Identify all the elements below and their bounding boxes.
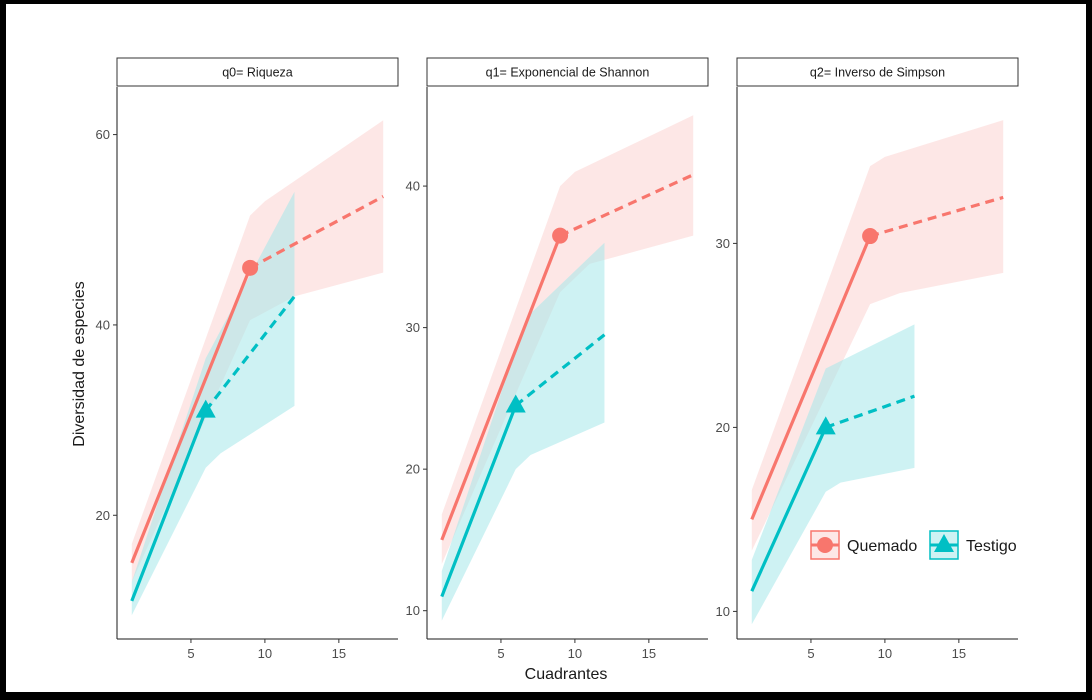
- extrapolated-line-testigo: [204, 295, 296, 412]
- interpolated-line-testigo: [750, 426, 828, 592]
- ci-band-testigo: [441, 242, 605, 621]
- observed-point-testigo: [815, 416, 836, 435]
- ci-band-testigo: [751, 324, 915, 625]
- facet-panel-3: q2= Inverso de Simpson 10 20 30 5 10 15: [716, 57, 1019, 661]
- y-tick-label: 10: [716, 604, 730, 619]
- y-tick-label: 10: [406, 603, 420, 618]
- interpolated-line-testigo: [440, 404, 518, 598]
- y-tick-label: 40: [96, 317, 110, 332]
- legend: Quemado Testigo: [810, 530, 1017, 560]
- y-tick-label: 60: [96, 127, 110, 142]
- x-axis-title: Cuadrantes: [525, 666, 608, 683]
- y-axis-title: Diversidad de especies: [71, 281, 88, 446]
- facet-panel-2: q1= Exponencial de Shannon 10 20 30 40 5 10 15: [406, 57, 709, 661]
- legend-label-testigo: Testigo: [966, 538, 1017, 555]
- ci-band-quemado: [441, 115, 694, 564]
- extrapolated-line-quemado: [249, 195, 384, 270]
- legend-marker-triangle: [934, 534, 954, 552]
- x-tick-label: 5: [807, 646, 814, 661]
- facet-title: q1= Exponencial de Shannon: [486, 66, 650, 80]
- interpolated-line-quemado: [130, 267, 252, 564]
- x-tick-label: 10: [878, 646, 892, 661]
- observed-point-quemado: [242, 259, 259, 276]
- x-tick-label: 15: [332, 646, 346, 661]
- facet-strip: [736, 57, 1019, 87]
- facet-strip: [116, 57, 399, 87]
- y-tick-label: 30: [406, 320, 420, 335]
- y-tick-label: 30: [716, 236, 730, 251]
- extrapolated-line-testigo: [825, 394, 916, 429]
- facet-title: q0= Riqueza: [222, 66, 293, 80]
- x-tick-label: 5: [497, 646, 504, 661]
- legend-label-quemado: Quemado: [847, 538, 917, 555]
- observed-point-quemado: [552, 227, 569, 244]
- extrapolated-line-testigo: [514, 333, 606, 407]
- ci-band-testigo: [131, 191, 295, 616]
- facet-strip: [426, 57, 709, 87]
- extrapolated-line-quemado: [869, 195, 1004, 238]
- x-tick-label: 10: [258, 646, 272, 661]
- legend-marker-circle: [817, 537, 833, 553]
- interpolated-line-testigo: [130, 410, 208, 602]
- ci-band-quemado: [751, 120, 1004, 551]
- x-tick-label: 15: [642, 646, 656, 661]
- observed-point-testigo: [195, 399, 216, 418]
- y-tick-label: 40: [406, 179, 420, 194]
- diversity-plot: Diversidad de especies Cuadrantes q0= Ri…: [71, 57, 1019, 683]
- observed-point-testigo: [505, 394, 526, 413]
- facet-title: q2= Inverso de Simpson: [810, 66, 945, 80]
- extrapolated-line-quemado: [559, 173, 694, 238]
- interpolated-line-quemado: [440, 235, 562, 541]
- ci-band-quemado: [131, 120, 384, 582]
- y-tick-label: 20: [716, 420, 730, 435]
- interpolated-line-quemado: [750, 235, 872, 521]
- y-tick-label: 20: [96, 508, 110, 523]
- x-tick-label: 15: [952, 646, 966, 661]
- facet-panel-1: q0= Riqueza 20 40 60 5 10 15: [96, 57, 399, 661]
- x-tick-label: 5: [187, 646, 194, 661]
- y-tick-label: 20: [406, 462, 420, 477]
- observed-point-quemado: [862, 228, 879, 245]
- chart-frame: Diversidad de especies Cuadrantes q0= Ri…: [6, 4, 1086, 692]
- x-tick-label: 10: [568, 646, 582, 661]
